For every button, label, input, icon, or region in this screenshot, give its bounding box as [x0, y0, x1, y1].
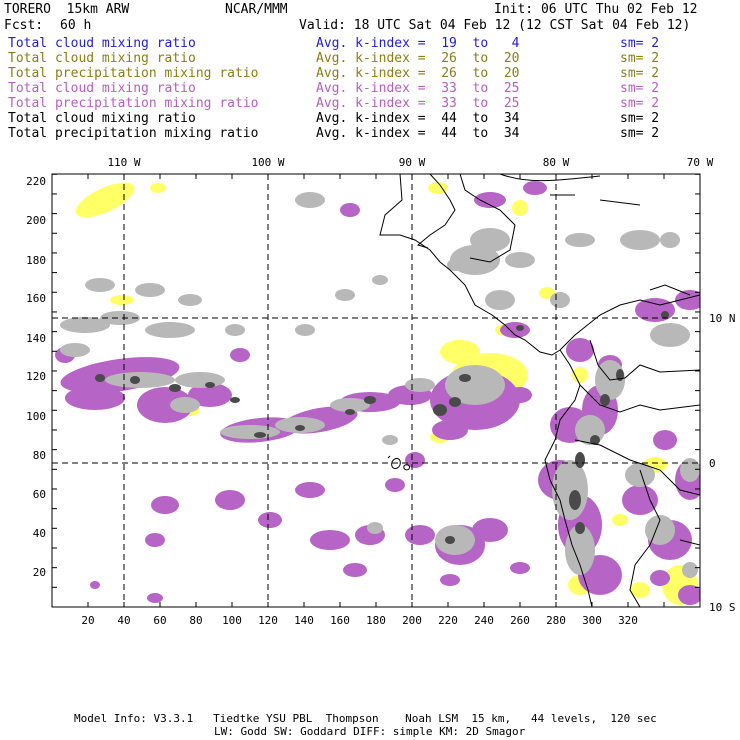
model-info: Model Info: V3.3.1 Tiedtke YSU PBL Thomp… — [74, 712, 657, 725]
legend-kindex: Avg. k-index = 26 to 20 — [316, 51, 520, 66]
coastline — [379, 174, 700, 607]
legend-kindex: Avg. k-index = 19 to 4 — [316, 36, 520, 51]
legend-field: Total cloud mixing ratio — [8, 51, 196, 66]
y-tick-label: 20 — [33, 566, 46, 579]
physics-info: LW: Godd SW: Goddard DIFF: simple KM: 2D… — [214, 725, 526, 738]
model-name: TORERO 15km ARW — [4, 2, 130, 17]
lon-label: 70 W — [687, 156, 714, 169]
y-tick-label: 180 — [26, 254, 46, 267]
x-tick-label: 20 — [81, 614, 94, 627]
y-tick-label: 120 — [26, 370, 46, 383]
x-tick-label: 280 — [546, 614, 566, 627]
legend-kindex: Avg. k-index = 44 to 34 — [316, 111, 520, 126]
lat-label: 0 — [709, 457, 716, 470]
legend-sm: sm= 2 — [620, 36, 660, 51]
legend-field: Total cloud mixing ratio — [8, 36, 196, 51]
x-tick-label: 320 — [618, 614, 638, 627]
y-tick-label: 220 — [26, 175, 46, 188]
x-axis: 20 40 60 80 100 120 140 160 180 200 220 … — [81, 614, 638, 627]
legend-kindex: Avg. k-index = 26 to 20 — [316, 66, 520, 81]
y-tick-label: 200 — [26, 214, 46, 227]
y-tick-label: 80 — [33, 449, 46, 462]
y-tick-label: 100 — [26, 410, 46, 423]
lat-label: 10 S — [709, 601, 736, 614]
x-tick-label: 140 — [294, 614, 314, 627]
legend-sm: sm= 2 — [620, 111, 660, 126]
legend-sm: sm= 2 — [620, 81, 660, 96]
x-tick-label: 300 — [582, 614, 602, 627]
fcst-value: 60 h — [60, 18, 92, 33]
y-tick-label: 40 — [33, 527, 46, 540]
legend-field: Total precipitation mixing ratio — [8, 96, 259, 111]
x-tick-label: 60 — [153, 614, 166, 627]
lon-label: 110 W — [107, 156, 140, 169]
x-tick-label: 200 — [402, 614, 422, 627]
x-tick-label: 240 — [474, 614, 494, 627]
legend-sm: sm= 2 — [620, 96, 660, 111]
legend-kindex: Avg. k-index = 44 to 34 — [316, 126, 520, 141]
legend-field: Total precipitation mixing ratio — [8, 126, 259, 141]
latitude-labels: 10 N 0 10 S — [709, 312, 736, 614]
legend-sm: sm= 2 — [620, 51, 660, 66]
legend-sm: sm= 2 — [620, 126, 660, 141]
longitude-labels: 110 W 100 W 90 W 80 W 70 W — [107, 156, 713, 169]
y-tick-label: 160 — [26, 292, 46, 305]
legend-field: Total cloud mixing ratio — [8, 81, 196, 96]
legend-field: Total cloud mixing ratio — [8, 111, 196, 126]
x-tick-label: 220 — [438, 614, 458, 627]
init-time: Init: 06 UTC Thu 02 Feb 12 — [494, 2, 698, 17]
x-tick-label: 100 — [222, 614, 242, 627]
org-name: NCAR/MMM — [225, 2, 288, 17]
cloud-gray-layer — [60, 192, 700, 578]
legend-kindex: Avg. k-index = 33 to 25 — [316, 81, 520, 96]
y-tick-label: 140 — [26, 332, 46, 345]
lon-label: 90 W — [399, 156, 426, 169]
x-tick-label: 80 — [189, 614, 202, 627]
valid-time: Valid: 18 UTC Sat 04 Feb 12 (12 CST Sat … — [299, 18, 691, 33]
cloud-field — [55, 181, 700, 605]
x-tick-label: 40 — [117, 614, 130, 627]
legend-sm: sm= 2 — [620, 66, 660, 81]
x-tick-label: 120 — [258, 614, 278, 627]
high-kindex-layer — [95, 311, 669, 544]
lon-label: 100 W — [251, 156, 284, 169]
y-axis: 220 200 180 160 140 120 100 80 60 40 20 — [26, 175, 46, 579]
legend-kindex: Avg. k-index = 33 to 25 — [316, 96, 520, 111]
fcst-label: Fcst: — [4, 18, 44, 33]
axis-ticks — [52, 173, 700, 608]
lon-label: 80 W — [543, 156, 570, 169]
x-tick-label: 160 — [330, 614, 350, 627]
legend-field: Total precipitation mixing ratio — [8, 66, 259, 81]
x-tick-label: 260 — [510, 614, 530, 627]
lat-label: 10 N — [709, 312, 736, 325]
y-tick-label: 60 — [33, 488, 46, 501]
graticule — [52, 174, 700, 607]
x-tick-label: 180 — [366, 614, 386, 627]
